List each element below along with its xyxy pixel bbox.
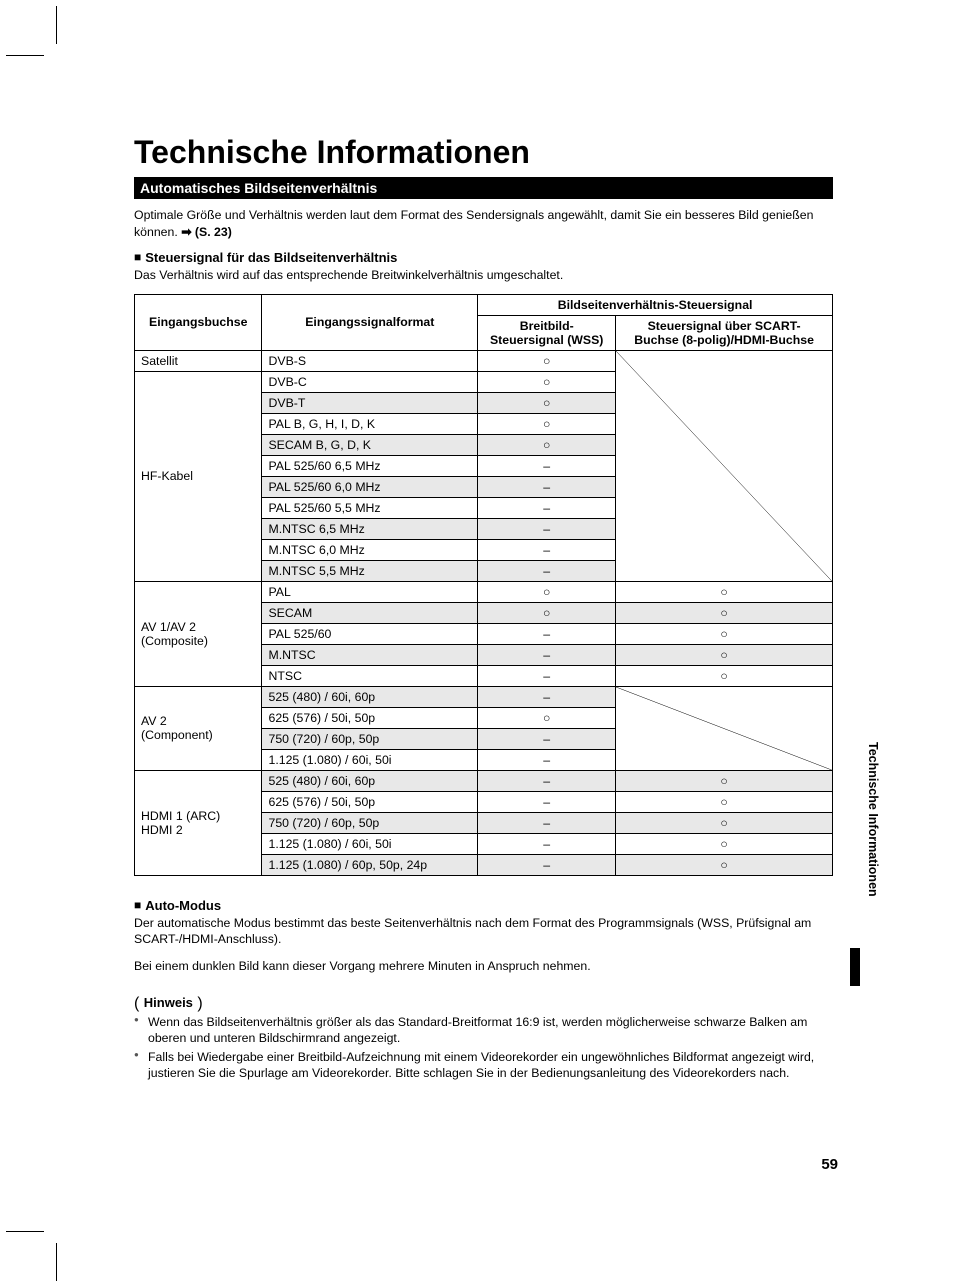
wss-cell: – [478,518,616,539]
input-jack-cell: Satellit [135,350,262,371]
wss-cell: – [478,833,616,854]
th-format: Eingangssignalformat [262,294,478,350]
intro-text: Optimale Größe und Verhältnis werden lau… [134,208,813,239]
hinweis-label: ( Hinweis ) [134,985,833,1014]
signal-format-cell: DVB-T [262,392,478,413]
side-tab-label: Technische Informationen [866,742,880,897]
arrow-icon: ➡ [181,225,191,239]
signal-format-cell: 750 (720) / 60p, 50p [262,728,478,749]
signal-table: Eingangsbuchse Eingangssignalformat Bild… [134,294,833,876]
wss-cell: – [478,539,616,560]
signal-format-cell: 1.125 (1.080) / 60p, 50p, 24p [262,854,478,875]
page-reference: (S. 23) [195,225,232,239]
side-tab-bar [850,948,860,986]
signal-format-cell: PAL 525/60 [262,623,478,644]
sub1-text: Das Verhältnis wird auf das entsprechend… [134,267,833,284]
crop-mark [56,6,57,44]
signal-format-cell: PAL 525/60 6,0 MHz [262,476,478,497]
signal-format-cell: 1.125 (1.080) / 60i, 50i [262,833,478,854]
wss-cell: – [478,686,616,707]
signal-format-cell: PAL 525/60 6,5 MHz [262,455,478,476]
wss-cell: ○ [478,413,616,434]
input-jack-cell: HF-Kabel [135,371,262,581]
signal-format-cell: 1.125 (1.080) / 60i, 50i [262,749,478,770]
signal-format-cell: M.NTSC 6,5 MHz [262,518,478,539]
scart-na-cell [616,686,833,770]
scart-cell: ○ [616,602,833,623]
signal-format-cell: M.NTSC [262,644,478,665]
scart-cell: ○ [616,833,833,854]
intro-paragraph: Optimale Größe und Verhältnis werden lau… [134,207,833,240]
scart-cell: ○ [616,770,833,791]
signal-format-cell: SECAM B, G, D, K [262,434,478,455]
wss-cell: ○ [478,350,616,371]
wss-cell: ○ [478,371,616,392]
wss-cell: – [478,854,616,875]
wss-cell: – [478,791,616,812]
scart-cell: ○ [616,581,833,602]
hinweis-item: Falls bei Wiedergabe einer Breitbild-Auf… [134,1049,833,1082]
crop-mark [6,55,44,56]
wss-cell: – [478,644,616,665]
wss-cell: – [478,665,616,686]
crop-mark [6,1231,44,1232]
wss-cell: – [478,749,616,770]
scart-cell: ○ [616,812,833,833]
auto-p2: Bei einem dunklen Bild kann dieser Vorga… [134,958,833,975]
th-input: Eingangsbuchse [135,294,262,350]
hinweis-list: Wenn das Bildseitenverhältnis größer als… [134,1014,833,1082]
signal-format-cell: 625 (576) / 50i, 50p [262,707,478,728]
scart-cell: ○ [616,623,833,644]
th-group: Bildseitenverhältnis-Steuersignal [478,294,833,315]
signal-format-cell: DVB-S [262,350,478,371]
wss-cell: ○ [478,392,616,413]
signal-format-cell: NTSC [262,665,478,686]
wss-cell: ○ [478,707,616,728]
section-heading: Automatisches Bildseitenverhältnis [134,177,833,199]
wss-cell: ○ [478,581,616,602]
page-number: 59 [821,1156,838,1173]
signal-format-cell: SECAM [262,602,478,623]
page-title: Technische Informationen [134,134,833,171]
subheading-auto: ■Auto-Modus [134,898,833,913]
signal-format-cell: PAL [262,581,478,602]
wss-cell: – [478,497,616,518]
square-bullet-icon: ■ [134,250,141,264]
th-scart: Steuersignal über SCART-Buchse (8-polig)… [616,315,833,350]
page-content: Technische Informationen Automatisches B… [134,134,833,1084]
wss-cell: – [478,770,616,791]
scart-cell: ○ [616,665,833,686]
signal-format-cell: 525 (480) / 60i, 60p [262,686,478,707]
wss-cell: ○ [478,434,616,455]
input-jack-cell: AV 2(Component) [135,686,262,770]
signal-format-cell: 525 (480) / 60i, 60p [262,770,478,791]
th-wss: Breitbild-Steuersignal (WSS) [478,315,616,350]
wss-cell: ○ [478,602,616,623]
wss-cell: – [478,476,616,497]
signal-format-cell: M.NTSC 6,0 MHz [262,539,478,560]
signal-format-cell: PAL 525/60 5,5 MHz [262,497,478,518]
scart-na-cell [616,350,833,581]
signal-format-cell: M.NTSC 5,5 MHz [262,560,478,581]
signal-format-cell: 625 (576) / 50i, 50p [262,791,478,812]
input-jack-cell: HDMI 1 (ARC)HDMI 2 [135,770,262,875]
scart-cell: ○ [616,791,833,812]
signal-format-cell: 750 (720) / 60p, 50p [262,812,478,833]
scart-cell: ○ [616,644,833,665]
crop-mark [56,1243,57,1281]
wss-cell: – [478,812,616,833]
signal-format-cell: DVB-C [262,371,478,392]
auto-p1: Der automatische Modus bestimmt das best… [134,915,833,948]
wss-cell: – [478,455,616,476]
wss-cell: – [478,623,616,644]
signal-format-cell: PAL B, G, H, I, D, K [262,413,478,434]
hinweis-item: Wenn das Bildseitenverhältnis größer als… [134,1014,833,1047]
wss-cell: – [478,728,616,749]
input-jack-cell: AV 1/AV 2(Composite) [135,581,262,686]
subheading-signal: ■Steuersignal für das Bildseitenverhältn… [134,250,833,265]
wss-cell: – [478,560,616,581]
scart-cell: ○ [616,854,833,875]
square-bullet-icon: ■ [134,898,141,912]
